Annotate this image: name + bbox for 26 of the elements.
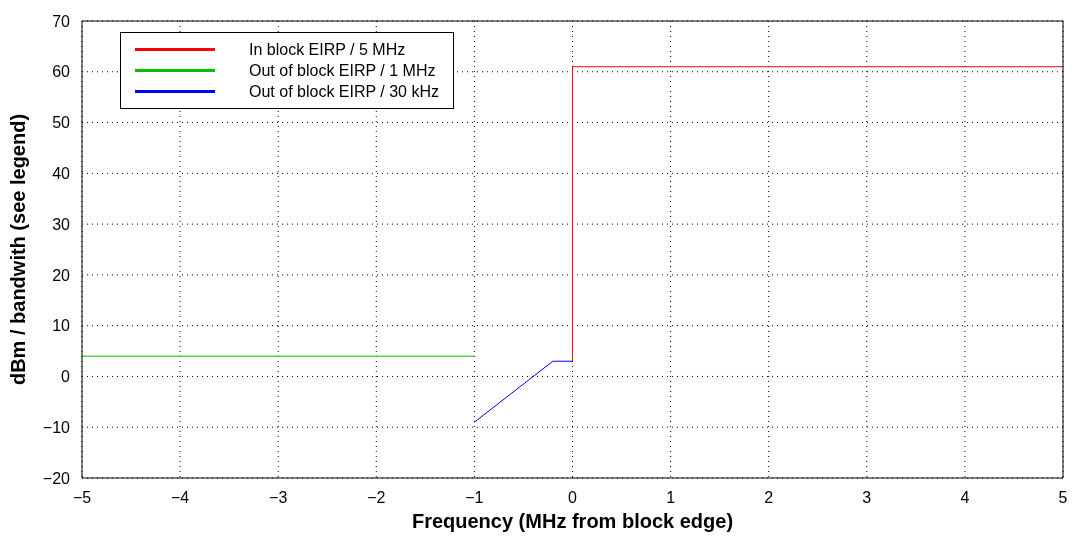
x-tick-label: −4: [170, 489, 190, 507]
y-tick-label: 50: [52, 114, 71, 132]
x-tick-label: 4: [960, 489, 970, 507]
legend-label: Out of block EIRP / 1 MHz: [249, 61, 436, 81]
x-tick-label: 0: [568, 489, 578, 507]
x-tick-label: −5: [72, 489, 92, 507]
y-tick-label: 10: [52, 317, 71, 335]
legend-label: In block EIRP / 5 MHz: [249, 40, 406, 60]
x-tick-label: −3: [269, 489, 288, 507]
x-tick-label: 3: [862, 489, 872, 507]
x-tick-label: −1: [465, 489, 484, 507]
x-tick-label: 1: [666, 489, 676, 507]
x-tick-label: 5: [1058, 489, 1068, 507]
x-tick-label: −2: [367, 489, 386, 507]
x-axis-title: Frequency (MHz from block edge): [411, 510, 734, 532]
y-tick-label: 30: [52, 215, 71, 233]
y-tick-label: 40: [52, 165, 71, 183]
y-tick-label: −20: [42, 469, 71, 487]
y-tick-label: 60: [52, 63, 71, 81]
y-axis-title: dBm / bandwith (see legend): [7, 113, 30, 386]
legend-label: Out of block EIRP / 30 kHz: [249, 82, 440, 102]
y-tick-label: −10: [42, 418, 71, 436]
y-tick-label: 20: [52, 266, 71, 284]
y-tick-label: 0: [61, 368, 71, 386]
x-tick-label: 2: [764, 489, 774, 507]
y-tick-label: 70: [52, 12, 71, 30]
